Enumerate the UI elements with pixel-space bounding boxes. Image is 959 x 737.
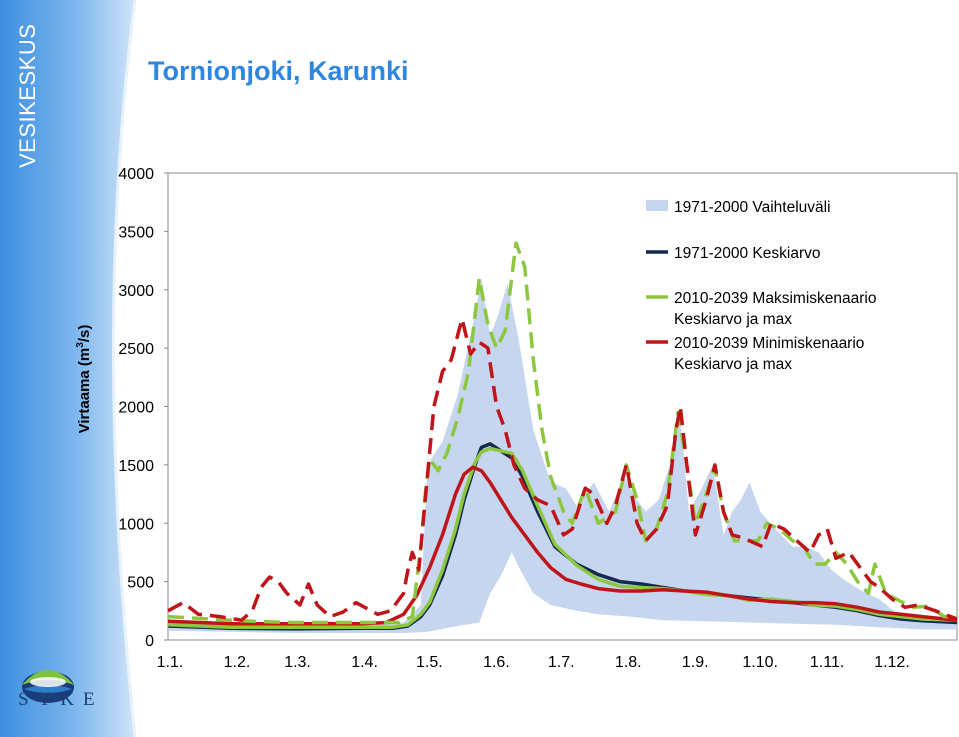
y-tick-label-0: 0 xyxy=(145,633,154,650)
side-stripe xyxy=(0,0,135,737)
y-axis-label-tail: /s) xyxy=(76,324,93,343)
x-tick-label-2: 1.3. xyxy=(284,654,311,671)
y-tick-label-3: 1500 xyxy=(118,458,154,475)
chart-title: Tornionjoki, Karunki xyxy=(148,56,409,86)
y-tick-label-8: 4000 xyxy=(118,166,154,183)
x-tick-label-5: 1.6. xyxy=(483,654,510,671)
legend-label-1: 1971-2000 Keskiarvo xyxy=(674,245,821,262)
x-tick-label-10: 1.11. xyxy=(810,654,844,671)
x-tick-label-4: 1.5. xyxy=(416,654,443,671)
y-tick-label-7: 3500 xyxy=(118,224,154,241)
legend-label-2: 2010-2039 Maksimiskenaario xyxy=(674,290,876,307)
legend-label-0: 1971-2000 Vaihteluväli xyxy=(674,199,831,216)
y-axis-label: Virtaama (m3/s) xyxy=(75,279,93,479)
vesikeskus-brand: VESIKESKUS xyxy=(2,22,42,170)
legend-label-3-line2: Keskiarvo ja max xyxy=(674,356,792,373)
x-tick-label-1: 1.2. xyxy=(224,654,251,671)
vesikeskus-text: VESIKESKUS xyxy=(15,24,40,168)
legend-label-3: 2010-2039 Minimiskenaario xyxy=(674,335,864,352)
y-tick-label-2: 1000 xyxy=(118,516,154,533)
legend-label-2-line2: Keskiarvo ja max xyxy=(674,311,792,328)
side-stripe-edge xyxy=(112,0,137,737)
y-tick-label-6: 3000 xyxy=(118,283,154,300)
x-tick-label-6: 1.7. xyxy=(548,654,575,671)
x-tick-label-7: 1.8. xyxy=(615,654,642,671)
y-tick-label-1: 500 xyxy=(127,575,154,592)
legend-swatch-0 xyxy=(646,200,668,211)
x-tick-label-3: 1.4. xyxy=(351,654,378,671)
series-line-4 xyxy=(167,317,958,622)
x-tick-label-8: 1.9. xyxy=(682,654,709,671)
y-tick-label-5: 2500 xyxy=(118,341,154,358)
y-axis-label-sup: 3 xyxy=(75,342,86,348)
y-axis-label-main: Virtaama (m xyxy=(76,347,93,434)
syke-logo-text: SYKE xyxy=(18,689,104,710)
series-line-2 xyxy=(167,465,958,626)
series-line-1 xyxy=(167,446,958,629)
y-tick-label-4: 2000 xyxy=(118,400,154,417)
x-tick-label-9: 1.10. xyxy=(742,654,778,671)
syke-logo-icon xyxy=(22,670,74,703)
x-tick-label-0: 1.1. xyxy=(157,654,184,671)
x-tick-label-11: 1.12. xyxy=(874,654,910,671)
